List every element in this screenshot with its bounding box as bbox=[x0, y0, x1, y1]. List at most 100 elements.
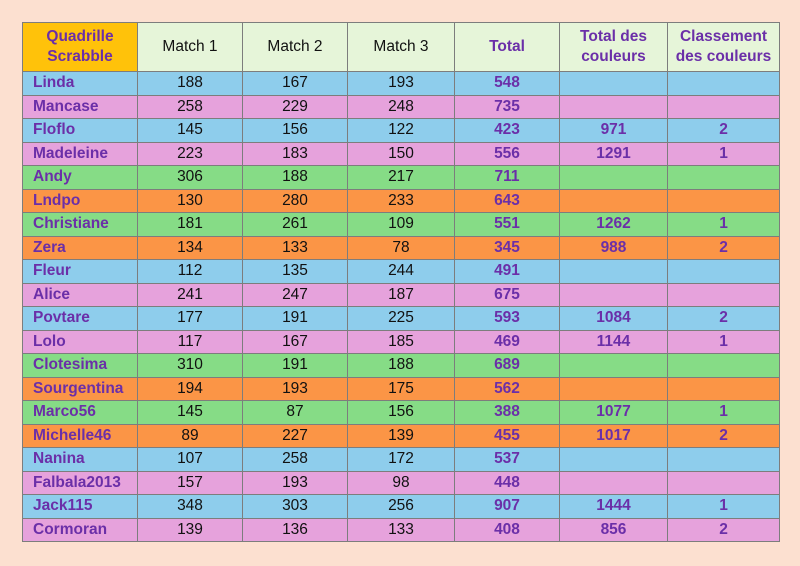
player-name-cell[interactable]: Lolo bbox=[22, 329, 138, 354]
match1-cell[interactable]: 139 bbox=[137, 517, 243, 542]
color-rank-cell[interactable] bbox=[667, 94, 780, 119]
match3-cell[interactable]: 256 bbox=[347, 494, 455, 519]
total-cell[interactable]: 548 bbox=[454, 71, 560, 96]
match2-cell[interactable]: 191 bbox=[242, 306, 348, 331]
color-rank-cell[interactable] bbox=[667, 470, 780, 495]
color-total-cell[interactable] bbox=[559, 470, 668, 495]
total-cell[interactable]: 448 bbox=[454, 470, 560, 495]
match2-cell[interactable]: 247 bbox=[242, 282, 348, 307]
match3-cell[interactable]: 217 bbox=[347, 165, 455, 190]
total-cell[interactable]: 689 bbox=[454, 353, 560, 378]
color-total-cell[interactable] bbox=[559, 94, 668, 119]
match3-cell[interactable]: 109 bbox=[347, 212, 455, 237]
total-cell[interactable]: 562 bbox=[454, 376, 560, 401]
color-total-cell[interactable] bbox=[559, 165, 668, 190]
total-cell[interactable]: 643 bbox=[454, 188, 560, 213]
header-color-total[interactable]: Total des couleurs bbox=[559, 22, 668, 72]
match1-cell[interactable]: 241 bbox=[137, 282, 243, 307]
match1-cell[interactable]: 188 bbox=[137, 71, 243, 96]
header-color-rank[interactable]: Classement des couleurs bbox=[667, 22, 780, 72]
player-name-cell[interactable]: Zera bbox=[22, 235, 138, 260]
color-rank-cell[interactable]: 2 bbox=[667, 118, 780, 143]
match3-cell[interactable]: 133 bbox=[347, 517, 455, 542]
color-total-cell[interactable]: 856 bbox=[559, 517, 668, 542]
player-name-cell[interactable]: Povtare bbox=[22, 306, 138, 331]
match1-cell[interactable]: 157 bbox=[137, 470, 243, 495]
player-name-cell[interactable]: Michelle46 bbox=[22, 423, 138, 448]
match3-cell[interactable]: 187 bbox=[347, 282, 455, 307]
color-total-cell[interactable]: 1084 bbox=[559, 306, 668, 331]
match2-cell[interactable]: 183 bbox=[242, 141, 348, 166]
match1-cell[interactable]: 223 bbox=[137, 141, 243, 166]
total-cell[interactable]: 537 bbox=[454, 447, 560, 472]
player-name-cell[interactable]: Andy bbox=[22, 165, 138, 190]
total-cell[interactable]: 551 bbox=[454, 212, 560, 237]
match2-cell[interactable]: 156 bbox=[242, 118, 348, 143]
color-total-cell[interactable]: 988 bbox=[559, 235, 668, 260]
match1-cell[interactable]: 177 bbox=[137, 306, 243, 331]
match1-cell[interactable]: 306 bbox=[137, 165, 243, 190]
match2-cell[interactable]: 167 bbox=[242, 329, 348, 354]
match1-cell[interactable]: 145 bbox=[137, 400, 243, 425]
color-total-cell[interactable] bbox=[559, 376, 668, 401]
match3-cell[interactable]: 188 bbox=[347, 353, 455, 378]
match1-cell[interactable]: 89 bbox=[137, 423, 243, 448]
color-rank-cell[interactable]: 1 bbox=[667, 212, 780, 237]
match1-cell[interactable]: 181 bbox=[137, 212, 243, 237]
match2-cell[interactable]: 280 bbox=[242, 188, 348, 213]
total-cell[interactable]: 491 bbox=[454, 259, 560, 284]
player-name-cell[interactable]: Jack115 bbox=[22, 494, 138, 519]
color-total-cell[interactable] bbox=[559, 188, 668, 213]
player-name-cell[interactable]: Marco56 bbox=[22, 400, 138, 425]
color-total-cell[interactable] bbox=[559, 71, 668, 96]
color-total-cell[interactable]: 1262 bbox=[559, 212, 668, 237]
total-cell[interactable]: 735 bbox=[454, 94, 560, 119]
match2-cell[interactable]: 191 bbox=[242, 353, 348, 378]
player-name-cell[interactable]: Fleur bbox=[22, 259, 138, 284]
player-name-cell[interactable]: Linda bbox=[22, 71, 138, 96]
match3-cell[interactable]: 156 bbox=[347, 400, 455, 425]
match2-cell[interactable]: 87 bbox=[242, 400, 348, 425]
total-cell[interactable]: 593 bbox=[454, 306, 560, 331]
player-name-cell[interactable]: Christiane bbox=[22, 212, 138, 237]
color-rank-cell[interactable]: 1 bbox=[667, 400, 780, 425]
total-cell[interactable]: 423 bbox=[454, 118, 560, 143]
match3-cell[interactable]: 139 bbox=[347, 423, 455, 448]
header-corner-cell[interactable]: Quadrille Scrabble bbox=[22, 22, 138, 72]
total-cell[interactable]: 907 bbox=[454, 494, 560, 519]
player-name-cell[interactable]: Alice bbox=[22, 282, 138, 307]
color-total-cell[interactable] bbox=[559, 353, 668, 378]
match2-cell[interactable]: 193 bbox=[242, 376, 348, 401]
match3-cell[interactable]: 225 bbox=[347, 306, 455, 331]
match3-cell[interactable]: 244 bbox=[347, 259, 455, 284]
total-cell[interactable]: 711 bbox=[454, 165, 560, 190]
color-total-cell[interactable]: 1444 bbox=[559, 494, 668, 519]
color-rank-cell[interactable]: 1 bbox=[667, 141, 780, 166]
total-cell[interactable]: 408 bbox=[454, 517, 560, 542]
match2-cell[interactable]: 136 bbox=[242, 517, 348, 542]
player-name-cell[interactable]: Cormoran bbox=[22, 517, 138, 542]
match2-cell[interactable]: 227 bbox=[242, 423, 348, 448]
match1-cell[interactable]: 117 bbox=[137, 329, 243, 354]
color-rank-cell[interactable]: 2 bbox=[667, 423, 780, 448]
total-cell[interactable]: 675 bbox=[454, 282, 560, 307]
match3-cell[interactable]: 185 bbox=[347, 329, 455, 354]
match1-cell[interactable]: 134 bbox=[137, 235, 243, 260]
match3-cell[interactable]: 98 bbox=[347, 470, 455, 495]
color-total-cell[interactable] bbox=[559, 259, 668, 284]
color-total-cell[interactable]: 1144 bbox=[559, 329, 668, 354]
match1-cell[interactable]: 258 bbox=[137, 94, 243, 119]
match1-cell[interactable]: 112 bbox=[137, 259, 243, 284]
color-rank-cell[interactable] bbox=[667, 259, 780, 284]
color-rank-cell[interactable] bbox=[667, 447, 780, 472]
color-rank-cell[interactable]: 1 bbox=[667, 494, 780, 519]
color-rank-cell[interactable]: 2 bbox=[667, 235, 780, 260]
color-rank-cell[interactable]: 2 bbox=[667, 517, 780, 542]
total-cell[interactable]: 455 bbox=[454, 423, 560, 448]
header-total[interactable]: Total bbox=[454, 22, 560, 72]
color-rank-cell[interactable] bbox=[667, 165, 780, 190]
match3-cell[interactable]: 78 bbox=[347, 235, 455, 260]
player-name-cell[interactable]: Lndpo bbox=[22, 188, 138, 213]
match3-cell[interactable]: 248 bbox=[347, 94, 455, 119]
color-rank-cell[interactable] bbox=[667, 188, 780, 213]
